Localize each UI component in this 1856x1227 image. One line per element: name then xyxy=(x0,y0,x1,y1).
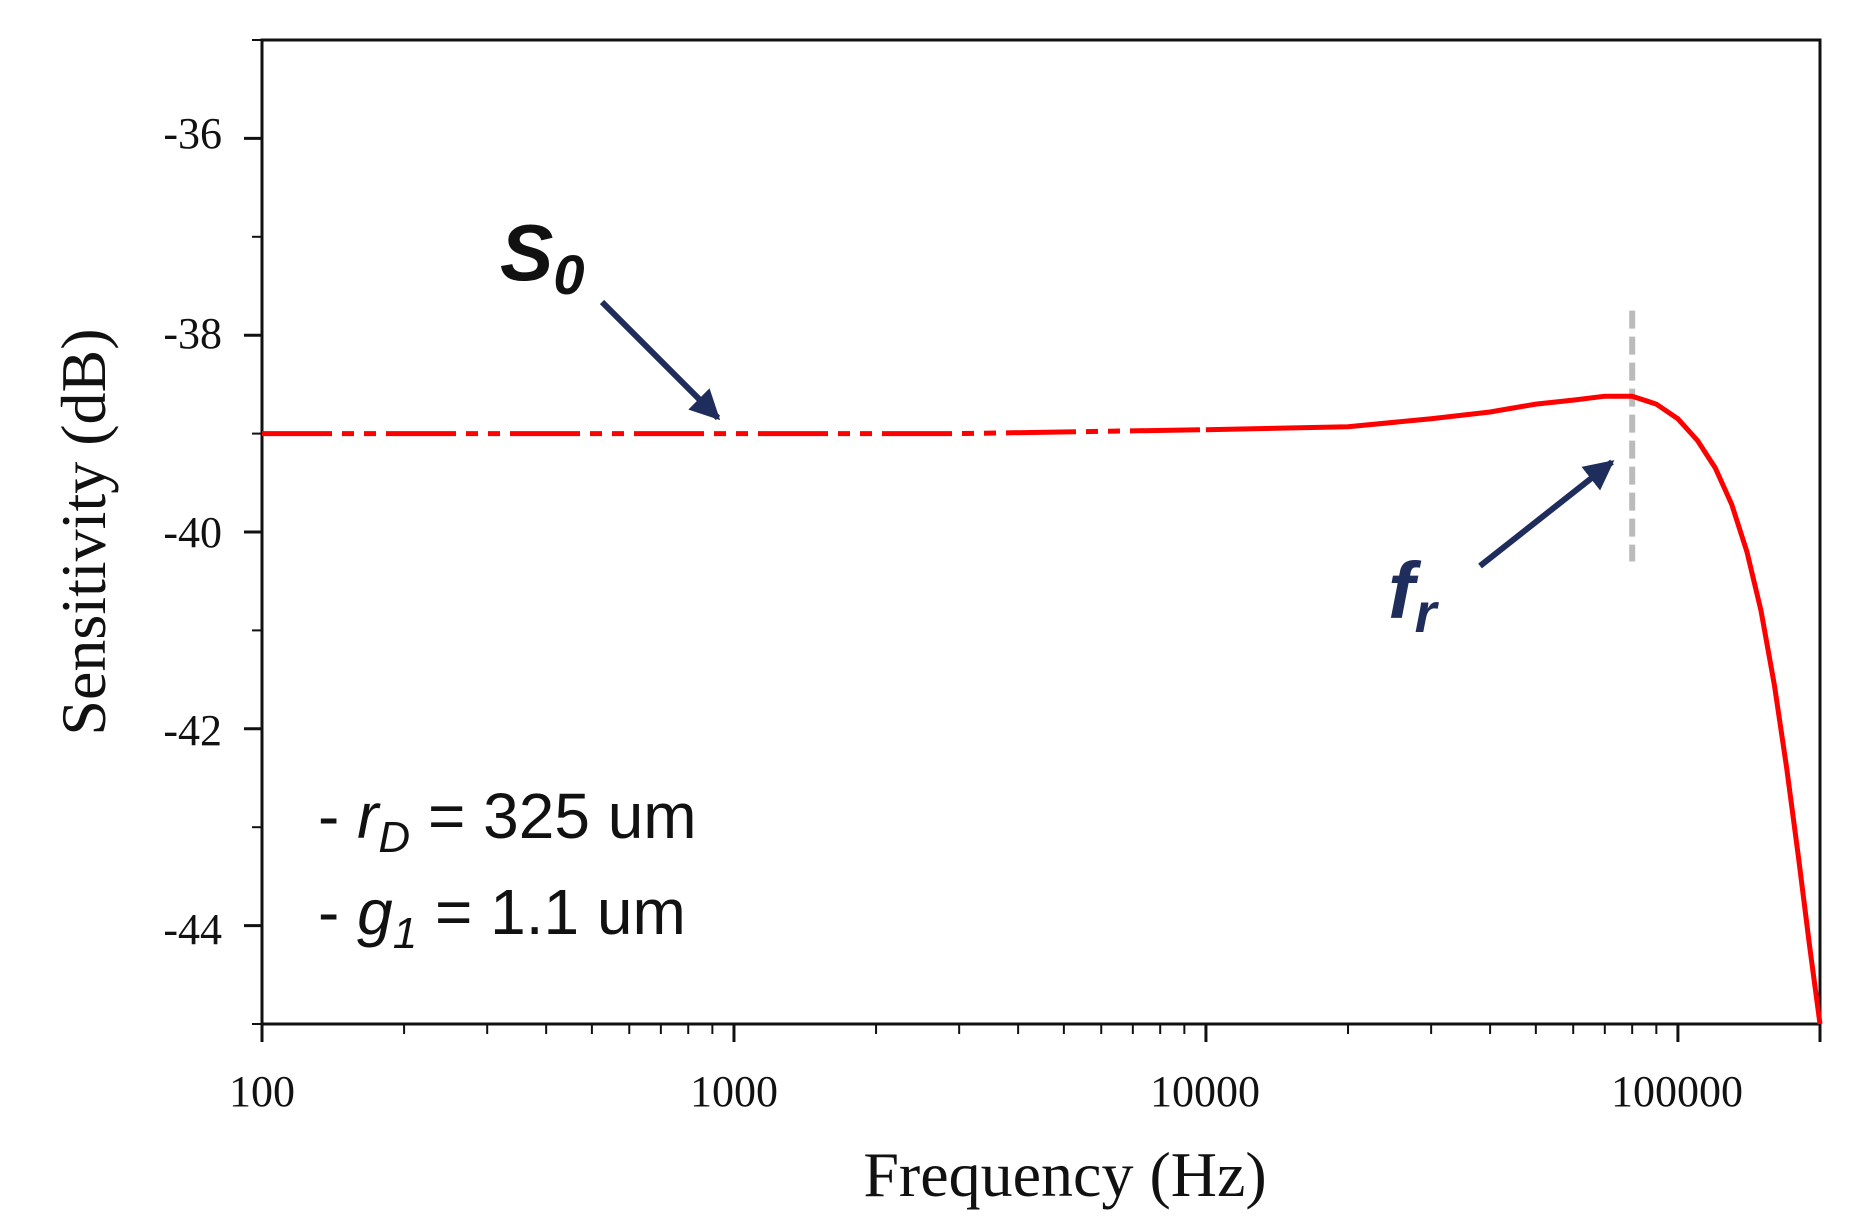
y-tick-label: -36 xyxy=(163,109,222,158)
param-g1-variable: g xyxy=(357,876,393,948)
y-axis-title: Sensitivity (dB) xyxy=(48,328,119,735)
param-rd-value: = 325 um xyxy=(410,780,696,852)
x-tick-label: 100 xyxy=(229,1067,295,1116)
param-rd: - rD = 325 um xyxy=(318,780,697,862)
fr-subscript: r xyxy=(1415,581,1440,644)
s0-subscript: 0 xyxy=(553,243,584,306)
x-tick-label: 100000 xyxy=(1611,1067,1743,1116)
y-tick-label: -40 xyxy=(163,508,222,557)
x-tick-labels: 100 1000 10000 100000 xyxy=(229,1067,1743,1116)
param-rd-variable: r xyxy=(357,780,381,852)
sensitivity-curve xyxy=(1205,393,1823,1025)
s0-label: S0 xyxy=(500,208,585,306)
y-tick-label: -38 xyxy=(163,309,222,358)
s0-arrow xyxy=(599,299,721,421)
param-rd-prefix: - xyxy=(318,780,357,852)
param-g1: - g1 = 1.1 um xyxy=(318,876,686,958)
param-rd-subscript: D xyxy=(378,813,410,862)
param-g1-prefix: - xyxy=(318,876,357,948)
param-g1-subscript: 1 xyxy=(393,909,417,958)
param-g1-value: = 1.1 um xyxy=(417,876,686,948)
y-tick-label: -44 xyxy=(163,905,222,954)
y-tick-labels: -36 -38 -40 -42 -44 xyxy=(163,109,222,954)
x-axis-title: Frequency (Hz) xyxy=(863,1139,1266,1210)
sensitivity-curve-flat-segment xyxy=(262,427,1206,437)
x-tick-label: 1000 xyxy=(690,1067,778,1116)
axis-ticks xyxy=(244,39,1822,1042)
fr-arrow xyxy=(1478,459,1615,569)
fr-label: fr xyxy=(1388,546,1440,644)
s0-main: S xyxy=(500,208,553,297)
x-tick-label: 10000 xyxy=(1150,1067,1260,1116)
y-tick-label: -42 xyxy=(163,706,222,755)
